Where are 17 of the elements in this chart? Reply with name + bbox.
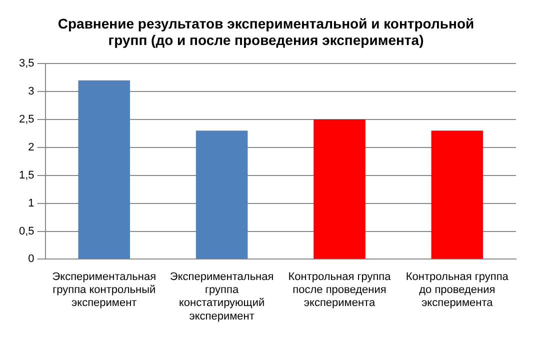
y-tick-label: 0 [28,253,34,266]
y-tick-label: 3 [28,86,34,98]
bar [196,130,248,259]
bar [431,130,484,259]
y-tick-label: 3,5 [18,58,34,70]
x-tick-label: Контрольная группа до проведения эксперимента [406,270,510,310]
bar [78,80,130,259]
y-tick-label: 1 [28,197,34,210]
x-tick-label: Экспериментальная группа констатирующий эксперимент [170,270,274,322]
y-tick-label: 2 [28,141,34,154]
x-tick-label: Экспериментальная группа контрольный эксперимент [52,270,156,310]
x-tick-label: Контрольная группа после проведения эксперимента [288,270,392,310]
y-tick-label: 1,5 [18,169,34,182]
chart-title: Сравнение результатов экспериментальной и контрольной групп (до и после проведения эксперимента) [58,15,474,48]
y-tick-label: 0,5 [18,225,34,238]
bar [314,119,366,259]
y-tick-label: 2,5 [18,114,34,126]
